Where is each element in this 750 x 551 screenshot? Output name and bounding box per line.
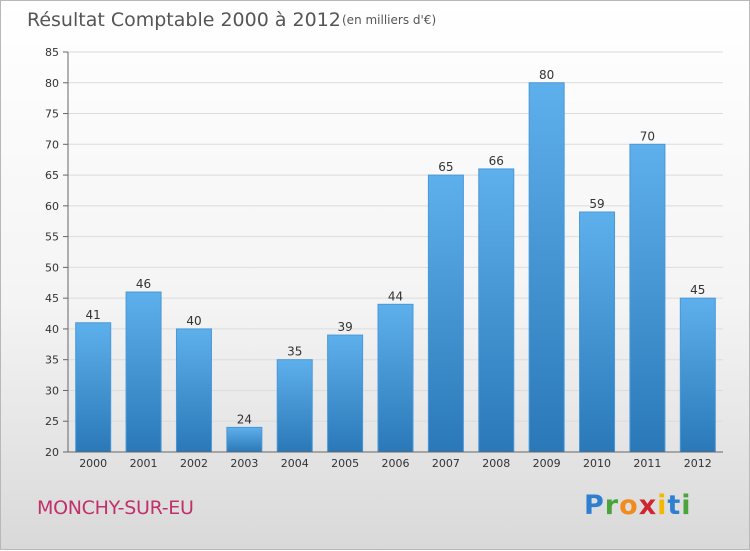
- value-label-2011: 70: [640, 129, 655, 143]
- x-axis: 2000 2001 2002 2003 2004 2005 2006 2007 2008 2009…: [68, 451, 723, 470]
- x-tick-label-2004: 2004: [281, 457, 309, 470]
- value-label-2003: 24: [237, 412, 252, 426]
- x-tick-label-2005: 2005: [331, 457, 359, 470]
- y-tick-label: 85: [45, 46, 59, 59]
- bar-2007: [427, 174, 464, 453]
- y-tick-label: 30: [45, 384, 59, 397]
- value-label-2012: 45: [690, 283, 705, 297]
- y-tick-label: 60: [45, 200, 59, 213]
- logo-letter: i: [657, 490, 668, 521]
- x-tick-label-2000: 2000: [79, 457, 107, 470]
- y-tick-label: 40: [45, 323, 59, 336]
- chart-title: Résultat Comptable 2000 à 2012: [27, 9, 341, 31]
- y-tick-label: 50: [45, 261, 59, 274]
- x-tick-label-2006: 2006: [382, 457, 410, 470]
- bar-2006: [377, 303, 414, 453]
- bar-2002: [175, 328, 212, 453]
- city-name: MONCHY-SUR-EU: [37, 497, 194, 519]
- proxiti-logo: Proxiti: [584, 490, 692, 521]
- bar-2004: [276, 359, 313, 453]
- logo-letter: r: [604, 490, 620, 521]
- y-tick-label: 70: [45, 138, 59, 151]
- x-tick-label-2010: 2010: [583, 457, 611, 470]
- bar-2001: [125, 291, 162, 453]
- x-tick-label-2007: 2007: [432, 457, 460, 470]
- logo-letter: o: [619, 490, 639, 521]
- bars: 41 46 40 24 35 39 44 65 66 80 59 70 45: [75, 68, 716, 453]
- chart-unit: (en milliers d'€): [342, 13, 437, 27]
- value-label-2000: 41: [86, 308, 101, 322]
- bar-2008: [478, 168, 515, 453]
- y-axis: 20 25 30 35 40 45 50 55 60 65 70 75 80 85: [45, 46, 69, 459]
- logo-letter: t: [667, 490, 682, 521]
- bar-2010: [579, 211, 616, 453]
- logo-letter: P: [584, 490, 605, 521]
- bar-2012: [679, 297, 716, 453]
- x-tick-label-2012: 2012: [684, 457, 712, 470]
- bar-2000: [75, 322, 112, 453]
- value-label-2007: 65: [438, 160, 453, 174]
- x-tick-label-2008: 2008: [482, 457, 510, 470]
- value-label-2008: 66: [489, 154, 504, 168]
- x-tick-label-2011: 2011: [633, 457, 661, 470]
- value-label-2002: 40: [186, 314, 201, 328]
- bar-2009: [528, 82, 565, 453]
- bar-2005: [327, 334, 364, 453]
- x-tick-label-2009: 2009: [533, 457, 561, 470]
- value-label-2001: 46: [136, 277, 151, 291]
- value-label-2009: 80: [539, 68, 554, 82]
- y-tick-label: 65: [45, 169, 59, 182]
- y-tick-label: 75: [45, 108, 59, 121]
- y-tick-label: 45: [45, 292, 59, 305]
- bar-2011: [629, 143, 666, 453]
- logo-letter: i: [681, 490, 692, 521]
- y-tick-label: 20: [45, 446, 59, 459]
- y-tick-label: 55: [45, 231, 59, 244]
- value-label-2010: 59: [589, 197, 604, 211]
- value-label-2005: 39: [337, 320, 352, 334]
- value-label-2004: 35: [287, 345, 302, 359]
- logo-letter: x: [638, 490, 658, 521]
- y-tick-label: 25: [45, 415, 59, 428]
- x-tick-label-2002: 2002: [180, 457, 208, 470]
- x-tick-label-2001: 2001: [130, 457, 158, 470]
- bar-2003: [226, 426, 263, 453]
- y-tick-label: 80: [45, 77, 59, 90]
- value-label-2006: 44: [388, 289, 403, 303]
- y-tick-label: 35: [45, 354, 59, 367]
- x-tick-label-2003: 2003: [230, 457, 258, 470]
